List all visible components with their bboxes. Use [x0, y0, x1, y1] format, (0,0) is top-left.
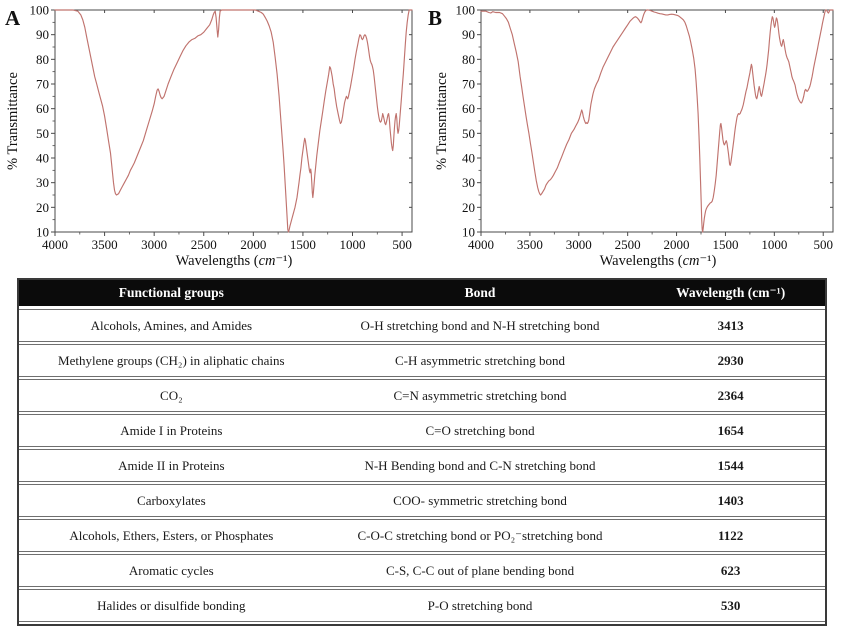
y-tick-label: 90: [36, 27, 49, 42]
y-tick-label: 80: [36, 52, 49, 67]
cell-bond: C-H asymmetric stretching bond: [394, 352, 566, 368]
x-tick-label: 2500: [615, 237, 641, 252]
x-tick-label: 1500: [712, 237, 738, 252]
y-tick-label: 90: [462, 27, 475, 42]
cell-bond: N-H Bending bond and C-N stretching bond: [364, 457, 596, 473]
y-tick-label: 50: [36, 126, 49, 141]
y-tick-label: 30: [462, 175, 475, 190]
cell-functional-group: Amide I in Proteins: [120, 422, 223, 438]
y-tick-label: 60: [462, 101, 475, 116]
y-tick-label: 20: [462, 200, 475, 215]
cell-functional-group: Carboxylates: [137, 492, 206, 508]
x-tick-label: 1500: [290, 237, 316, 252]
y-tick-label: 40: [36, 151, 49, 166]
x-tick-label: 1000: [340, 237, 366, 252]
cell-bond: C=O stretching bond: [425, 422, 535, 438]
y-tick-label: 10: [462, 225, 475, 240]
spectrum-panel-a: A % Transmittance 10 20 30 40 50 60 70 80 90 100 4…: [0, 0, 424, 272]
spectrum-chart-b: B % Transmittance 10 20 30 40 50 60 70 80 90 100 4…: [428, 3, 834, 269]
y-tick-label: 40: [462, 151, 475, 166]
spectrum-chart-a: A % Transmittance 10 20 30 40 50 60 70 80 90 100 4…: [5, 3, 413, 269]
cell-bond: C-O-C stretching bond or PO₂⁻stretching …: [357, 527, 603, 543]
cell-functional-group: Amide II in Proteins: [118, 457, 225, 473]
cell-wavelength: 3413: [717, 317, 744, 333]
y-tick-label: 70: [462, 77, 475, 92]
x-tick-label: 4000: [468, 237, 494, 252]
panel-label-b: B: [428, 6, 442, 30]
spectrum-curve: [54, 9, 413, 233]
cell-wavelength: 1403: [717, 492, 744, 508]
y-tick-label: 20: [36, 200, 49, 215]
cell-wavelength: 1654: [717, 422, 744, 438]
header-wavelength: Wavelength (cm⁻¹): [676, 285, 786, 300]
cell-wavelength: 530: [720, 597, 741, 613]
y-tick-label: 60: [36, 101, 49, 116]
cell-functional-group: Halides or disulfide bonding: [97, 597, 246, 613]
y-tick-label: 10: [36, 225, 49, 240]
y-tick-label: 100: [456, 3, 476, 18]
cell-wavelength: 1544: [717, 457, 744, 473]
table-header-row: Functional groups Bond Wavelength (cm⁻¹): [19, 280, 825, 306]
table-row: Halides or disulfide bonding P-O stretchi…: [19, 589, 825, 622]
x-tick-label: 3500: [92, 237, 118, 252]
y-axis-title-a: % Transmittance: [5, 72, 21, 170]
x-axis-title-a: Wavelengths (cm⁻¹): [176, 253, 293, 269]
panel-label-a: A: [5, 6, 21, 30]
ftir-assignment-table: Functional groups Bond Wavelength (cm⁻¹)…: [17, 278, 827, 626]
cell-functional-group: Alcohols, Ethers, Esters, or Phosphates: [69, 527, 274, 543]
y-tick-label: 70: [36, 77, 49, 92]
spectra-row: A % Transmittance 10 20 30 40 50 60 70 80 90 100 4…: [0, 0, 848, 272]
y-axis-title-b: % Transmittance: [434, 72, 450, 170]
cell-bond: O-H stretching bond and N-H stretching b…: [360, 317, 600, 333]
x-axis-title-b: Wavelengths (cm⁻¹): [600, 253, 717, 269]
table-row: Amide II in Proteins N-H Bending bond and…: [19, 449, 825, 482]
cell-functional-group: CO₂: [160, 387, 183, 403]
x-tick-label: 2000: [240, 237, 266, 252]
table-row: Methylene groups (CH₂) in aliphatic chai…: [19, 344, 825, 377]
header-functional-groups: Functional groups: [118, 285, 224, 300]
cell-bond: COO- symmetric stretching bond: [393, 492, 567, 508]
table-row: Amide I in Proteins C=O stretching bond 16…: [19, 414, 825, 447]
cell-bond: C-S, C-C out of plane bending bond: [385, 562, 575, 578]
y-tick-label: 30: [36, 175, 49, 190]
spectrum-curve: [480, 9, 834, 233]
table-row: Alcohols, Ethers, Esters, or Phosphates C…: [19, 519, 825, 552]
spectrum-panel-b: B % Transmittance 10 20 30 40 50 60 70 80 90 100 4…: [424, 0, 848, 272]
cell-wavelength: 2364: [717, 387, 744, 403]
x-tick-label: 2500: [191, 237, 217, 252]
table-row: CO₂ C=N asymmetric stretching bond 2364: [19, 379, 825, 412]
table-row: Alcohols, Amines, and Amides O-H stretchi…: [19, 309, 825, 342]
x-tick-label: 500: [813, 237, 833, 252]
x-tick-label: 2000: [664, 237, 690, 252]
x-tick-label: 3000: [141, 237, 167, 252]
chart-area-a: 10 20 30 40 50 60 70 80 90 100 4000 3500 3000 2500 200…: [30, 3, 413, 252]
cell-bond: C=N asymmetric stretching bond: [393, 387, 567, 403]
cell-wavelength: 2930: [717, 352, 744, 368]
cell-functional-group: Alcohols, Amines, and Amides: [90, 317, 253, 333]
chart-area-b: 10 20 30 40 50 60 70 80 90 100 4000 3500 3000 2500 200…: [456, 3, 834, 252]
cell-functional-group: Methylene groups (CH₂) in aliphatic chai…: [58, 352, 285, 368]
table-row: Carboxylates COO- symmetric stretching bo…: [19, 484, 825, 517]
y-tick-label: 50: [462, 126, 475, 141]
x-tick-label: 3000: [566, 237, 592, 252]
y-tick-label: 100: [30, 3, 50, 18]
x-tick-label: 500: [392, 237, 412, 252]
y-tick-label: 80: [462, 52, 475, 67]
cell-functional-group: Aromatic cycles: [128, 562, 214, 578]
header-bond: Bond: [464, 285, 496, 300]
cell-wavelength: 623: [720, 562, 741, 578]
x-tick-label: 3500: [517, 237, 543, 252]
cell-bond: P-O stretching bond: [427, 597, 533, 613]
table-body: Alcohols, Amines, and Amides O-H stretchi…: [19, 309, 825, 622]
x-tick-label: 1000: [761, 237, 787, 252]
x-tick-label: 4000: [42, 237, 68, 252]
cell-wavelength: 1122: [718, 527, 744, 543]
table-row: Aromatic cycles C-S, C-C out of plane ben…: [19, 554, 825, 587]
